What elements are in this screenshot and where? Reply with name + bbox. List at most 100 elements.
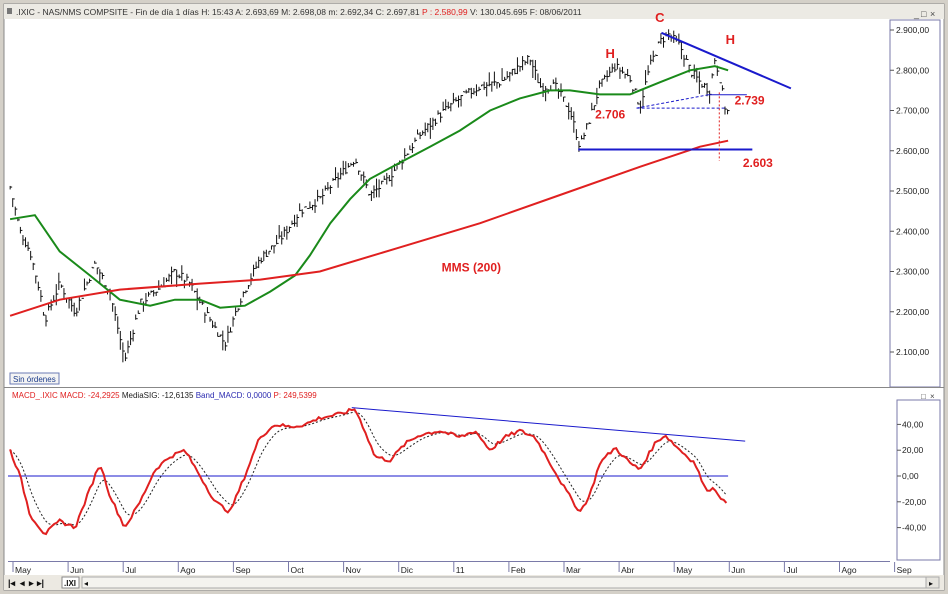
ohlc-bar <box>14 206 18 216</box>
scroll-left-icon[interactable]: ◂ <box>84 579 88 588</box>
ohlc-bar <box>73 302 77 317</box>
close-icon[interactable]: × <box>930 9 935 19</box>
ohlc-bar <box>94 260 97 264</box>
ohlc-bar <box>404 148 407 159</box>
ohlc-bar <box>342 160 346 176</box>
symbol-tab-label: .IXI <box>64 579 76 588</box>
ohlc-bar <box>71 298 74 312</box>
ohlc-bar <box>591 102 594 111</box>
ohlc-bar <box>337 172 341 188</box>
macd-minimize-icon[interactable]: _ <box>913 392 919 401</box>
ohlc-bar <box>598 80 602 89</box>
ohlc-bar <box>373 185 376 199</box>
ohlc-bar <box>50 299 54 311</box>
horizontal-scrollbar[interactable] <box>81 576 940 589</box>
macd-maximize-icon[interactable]: □ <box>921 392 926 401</box>
ohlc-bar <box>306 207 310 209</box>
time-tick-label: Oct <box>291 565 305 575</box>
ohlc-bar <box>76 307 79 317</box>
macd-close-icon[interactable]: × <box>930 392 935 401</box>
ohlc-bar <box>696 67 699 83</box>
ohlc-bar <box>388 175 392 182</box>
ohlc-bar <box>168 273 171 282</box>
ohlc-bar <box>629 75 633 83</box>
title-bar <box>4 4 944 19</box>
ohlc-bar <box>555 77 558 91</box>
ohlc-bar <box>140 298 143 303</box>
ohlc-bar <box>329 185 333 194</box>
maximize-icon[interactable]: □ <box>921 9 927 19</box>
ohlc-bar <box>509 71 512 82</box>
ohlc-bar <box>153 290 156 297</box>
ohlc-bar <box>465 89 469 94</box>
ohlc-bar <box>376 178 379 198</box>
ohlc-bar <box>176 269 179 288</box>
minimize-icon[interactable]: _ <box>913 9 920 19</box>
price-tick-label: 2.200,00 <box>896 307 929 317</box>
ohlc-bar <box>624 73 628 79</box>
ohlc-bar <box>317 189 320 202</box>
ohlc-bar <box>724 106 727 115</box>
ohlc-bar <box>506 71 510 79</box>
ohlc-bar <box>345 161 348 175</box>
ohlc-bar <box>540 78 543 88</box>
ohlc-bar <box>117 316 120 334</box>
ohlc-bar <box>447 101 451 110</box>
ohlc-bar <box>491 81 494 92</box>
ohlc-bar <box>42 311 46 316</box>
price-tick-label: 2.300,00 <box>896 267 929 277</box>
ohlc-bar <box>429 117 433 139</box>
ohlc-bar <box>101 272 105 280</box>
time-tick-label: Sep <box>235 565 250 575</box>
ohlc-bar <box>406 153 410 156</box>
time-tick-label: Jun <box>70 565 84 575</box>
ohlc-bar <box>347 163 351 168</box>
ohlc-bar <box>96 267 100 275</box>
ohlc-bar <box>224 341 228 351</box>
ohlc-bar <box>637 101 640 105</box>
ohlc-bar <box>537 73 540 84</box>
ohlc-bar <box>545 85 548 102</box>
ohlc-bar <box>278 225 282 239</box>
ohlc-bar <box>701 83 704 88</box>
scroll-right-button[interactable] <box>925 576 940 589</box>
ohlc-bar <box>173 268 177 272</box>
ohlc-bar <box>247 285 251 290</box>
orders-button[interactable] <box>9 372 60 385</box>
descending-trendline <box>661 31 792 90</box>
symbol-tab[interactable] <box>61 576 80 589</box>
time-tick-label: Sep <box>897 565 912 575</box>
ohlc-bar <box>83 278 87 291</box>
ohlc-bar <box>219 334 223 337</box>
last-page-button[interactable]: ▸| <box>36 578 44 588</box>
ohlc-bar <box>529 59 533 66</box>
ohlc-bar <box>409 145 412 151</box>
ohlc-bar <box>258 256 261 269</box>
ohlc-bar <box>645 70 648 85</box>
ohlc-bar <box>381 180 384 185</box>
ohlc-bar <box>186 273 189 281</box>
prev-page-button[interactable]: ◂ <box>19 578 25 588</box>
ohlc-bar <box>127 340 131 354</box>
ohlc-bar <box>209 316 212 322</box>
ohlc-bar <box>214 321 218 329</box>
ohlc-bar <box>470 87 474 99</box>
ohlc-bar <box>335 167 338 181</box>
ohlc-bar <box>340 167 343 180</box>
ohlc-bar <box>442 101 446 112</box>
macd-axis <box>896 399 941 561</box>
ohlc-bar <box>237 308 241 312</box>
ohlc-bar <box>527 55 530 65</box>
first-page-button[interactable]: |◂ <box>8 578 16 588</box>
window-menu-icon[interactable] <box>7 8 12 14</box>
ohlc-bar <box>91 266 95 269</box>
ohlc-bar <box>678 33 681 45</box>
ohlc-bar <box>534 60 538 81</box>
next-page-button[interactable]: ▸ <box>28 578 34 588</box>
ohlc-bar <box>81 297 84 299</box>
ohlc-bar <box>434 118 438 126</box>
ohlc-bar <box>450 102 453 112</box>
ohlc-bar <box>291 220 294 225</box>
ohlc-bar <box>575 129 579 141</box>
